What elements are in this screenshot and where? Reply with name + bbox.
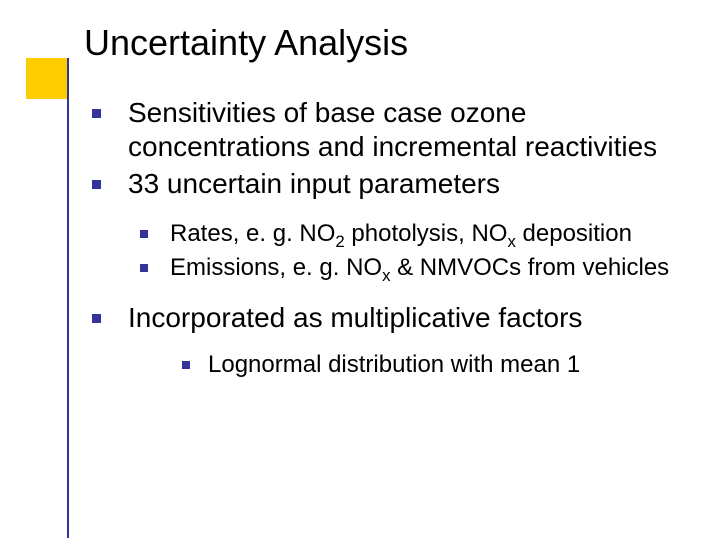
bullet-text: Incorporated as multiplicative factors (128, 302, 582, 333)
square-bullet-icon (92, 314, 101, 323)
list-item: Rates, e. g. NO2 photolysis, NOx deposit… (92, 219, 688, 249)
square-bullet-icon (140, 264, 148, 272)
square-bullet-icon (92, 180, 101, 189)
slide-title: Uncertainty Analysis (84, 22, 408, 64)
subscript: 2 (335, 232, 344, 251)
subscript: x (507, 232, 515, 251)
bullet-text: Emissions, e. g. NOx & NMVOCs from vehic… (170, 254, 669, 281)
text-fragment: photolysis, NO (345, 220, 508, 247)
text-fragment: & NMVOCs from vehicles (390, 254, 669, 281)
title-accent-square (26, 58, 67, 99)
square-bullet-icon (92, 109, 101, 118)
bullet-text: Sensitivities of base case ozone concent… (128, 97, 657, 162)
sub-list: Rates, e. g. NO2 photolysis, NOx deposit… (92, 219, 688, 283)
list-item: Lognormal distribution with mean 1 (92, 350, 688, 380)
list-item: Incorporated as multiplicative factors (92, 301, 688, 335)
slide: Uncertainty Analysis Sensitivities of ba… (0, 0, 720, 540)
slide-content: Sensitivities of base case ozone concent… (92, 96, 688, 380)
square-bullet-icon (140, 230, 148, 238)
text-fragment: Rates, e. g. NO (170, 220, 335, 247)
bullet-text: Lognormal distribution with mean 1 (208, 351, 580, 378)
list-item: Sensitivities of base case ozone concent… (92, 96, 688, 163)
square-bullet-icon (182, 361, 190, 369)
bullet-text: Rates, e. g. NO2 photolysis, NOx deposit… (170, 220, 632, 247)
bullet-text: 33 uncertain input parameters (128, 168, 500, 199)
list-item: Emissions, e. g. NOx & NMVOCs from vehic… (92, 253, 688, 283)
text-fragment: deposition (516, 220, 632, 247)
list-item: 33 uncertain input parameters (92, 167, 688, 201)
text-fragment: Emissions, e. g. NO (170, 254, 382, 281)
title-vertical-line (67, 58, 69, 538)
